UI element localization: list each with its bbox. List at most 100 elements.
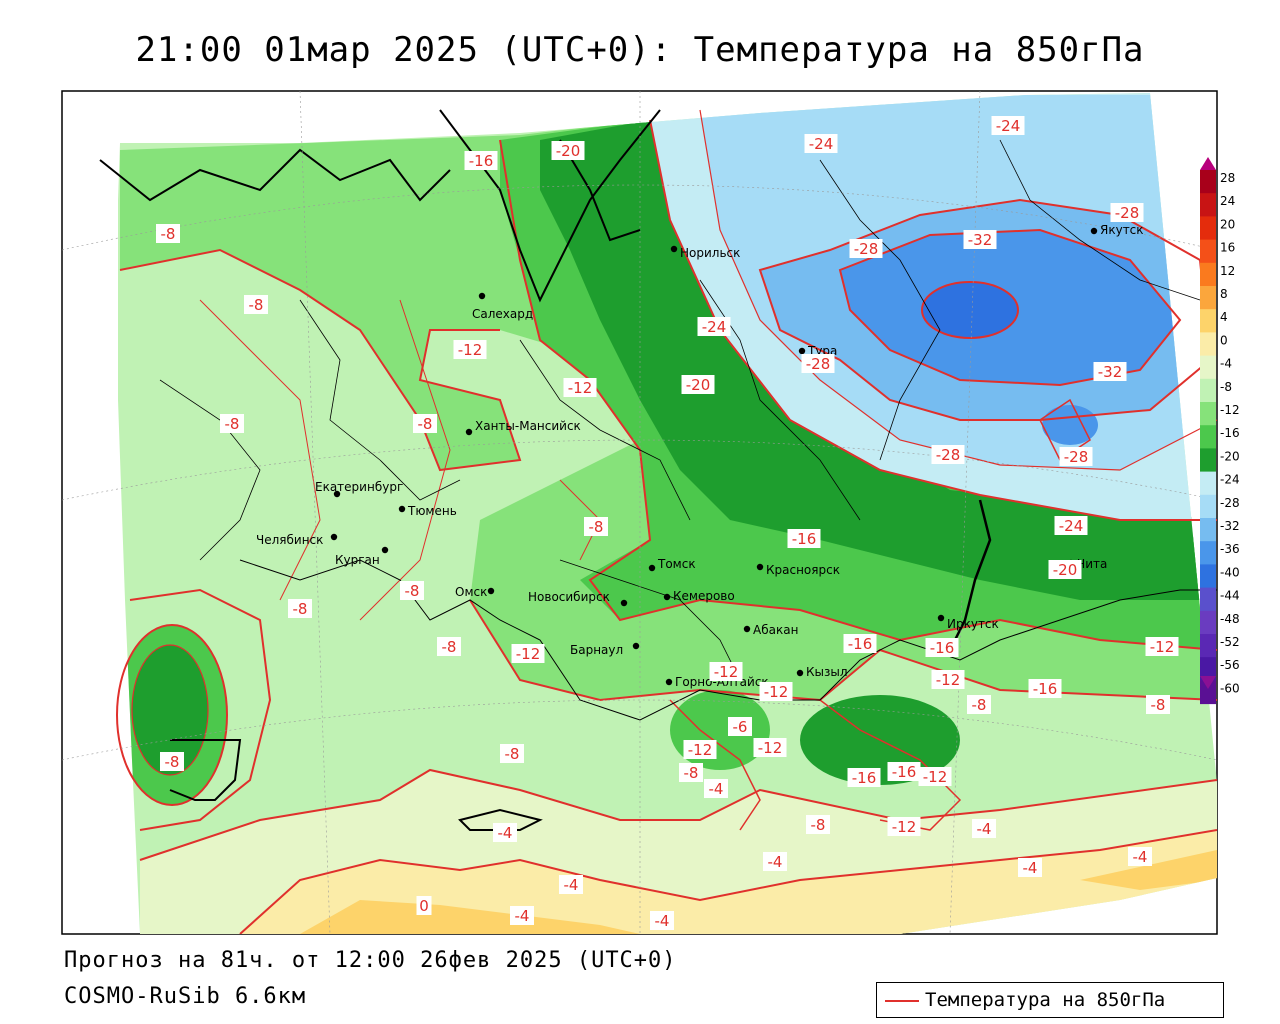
city-dot xyxy=(798,347,806,355)
isoline-label-bg xyxy=(681,375,715,394)
isoline-label: -32 xyxy=(1093,362,1127,381)
isoline-label-bg xyxy=(511,644,545,663)
isoline-value: -28 xyxy=(1064,448,1089,466)
isoline-label: -8 xyxy=(437,637,461,656)
isoline-label: -16 xyxy=(464,151,498,170)
colorbar-swatch xyxy=(1200,587,1216,612)
isoline-value: -20 xyxy=(686,376,711,394)
isoline-value: -12 xyxy=(1150,638,1175,656)
city-label: Красноярск xyxy=(766,563,840,577)
colorbar-top-arrow xyxy=(1200,157,1216,170)
fill-zero xyxy=(240,830,1217,934)
isoline-value: -28 xyxy=(854,240,879,258)
isoline-label-bg xyxy=(918,767,952,786)
city-marker: Абакан xyxy=(743,623,798,637)
isoline-value: -12 xyxy=(714,663,739,681)
isoline-label-bg xyxy=(584,517,608,536)
isoline-value: -12 xyxy=(688,741,713,759)
isoline-value: -8 xyxy=(972,696,987,714)
colorbar-tick-label: -16 xyxy=(1220,426,1240,440)
isoline-label-bg xyxy=(843,634,877,653)
colorbar-swatch xyxy=(1200,518,1216,542)
isoline-label: -4 xyxy=(650,911,674,930)
isoline-label-bg xyxy=(500,744,524,763)
city-label: Горно-Алтайск xyxy=(675,675,769,689)
isoline-label: -4 xyxy=(972,819,996,838)
city-dot xyxy=(796,669,804,677)
isoline-value: -28 xyxy=(806,355,831,373)
isoline-label: -4 xyxy=(559,875,583,894)
cities-layer: НорильскСалехардТураЯкутскХанты-Мансийск… xyxy=(256,223,1144,689)
isoline-value: -4 xyxy=(655,912,670,930)
fill-minus-40 xyxy=(922,282,1018,338)
isoline-value: -12 xyxy=(936,671,961,689)
isoline-label: -16 xyxy=(925,638,959,657)
city-dot xyxy=(465,428,473,436)
city-marker: Курган xyxy=(335,546,389,567)
city-dot xyxy=(478,292,486,300)
isoline-value: -6 xyxy=(733,718,748,736)
isoline-label-bg xyxy=(1146,695,1170,714)
isoline-value: -12 xyxy=(458,341,483,359)
isoline-label: -24 xyxy=(804,134,838,153)
isoline-label-bg xyxy=(650,911,674,930)
colorbar-tick-label: -20 xyxy=(1220,449,1240,463)
isoline-label: -8 xyxy=(288,599,312,618)
isoline-label: -8 xyxy=(400,581,424,600)
city-label: Новосибирск xyxy=(528,590,610,604)
isoline-label-bg xyxy=(1145,637,1179,656)
colorbar-tick-label: -52 xyxy=(1220,635,1240,649)
isoline-label: -12 xyxy=(753,738,787,757)
isoline-value: -8 xyxy=(293,600,308,618)
city-marker: Ханты-Мансийск xyxy=(465,419,581,436)
isoline-label: -12 xyxy=(453,340,487,359)
isoline-label-bg xyxy=(559,875,583,894)
isoline-value: -24 xyxy=(1059,517,1084,535)
colorbar-swatch xyxy=(1200,471,1216,496)
city-dot xyxy=(330,533,338,541)
isoline-label: -12 xyxy=(683,740,717,759)
isoline-label: -6 xyxy=(728,717,752,736)
city-marker: Тюмень xyxy=(398,504,457,518)
city-dot xyxy=(756,563,764,571)
isoline-value: -20 xyxy=(1053,561,1078,579)
isoline-label-bg xyxy=(697,317,731,336)
isoline-label-bg xyxy=(887,762,921,781)
isoline-label-bg xyxy=(160,752,184,771)
isoline-label: -12 xyxy=(931,670,965,689)
isoline-label: -16 xyxy=(847,768,881,787)
city-label: Челябинск xyxy=(256,533,323,547)
colorbar-bottom-arrow xyxy=(1200,676,1216,689)
isoline-label-bg xyxy=(1048,560,1082,579)
city-marker: Салехард xyxy=(472,292,533,321)
isoline-value: -4 xyxy=(709,780,724,798)
isoline-label: -16 xyxy=(843,634,877,653)
legend-label: Температура на 850гПа xyxy=(925,989,1166,1011)
city-marker: Красноярск xyxy=(756,563,840,577)
isoline-label-bg xyxy=(156,224,180,243)
fill-west-core xyxy=(132,645,208,775)
colorbar: 28 24 20 16 12 8 4 0 -4 -8 -12 -16 -20 -24 -28 -32 -36 -4… xyxy=(1200,157,1240,705)
city-dot xyxy=(632,642,640,650)
isoline-value: -12 xyxy=(764,683,789,701)
isoline-value: -24 xyxy=(809,135,834,153)
isoline-value: -28 xyxy=(1115,204,1140,222)
city-marker: Якутск xyxy=(1090,223,1144,237)
city-marker: Горно-Алтайск xyxy=(665,675,769,689)
isoline-label: -12 xyxy=(887,817,921,836)
isoline-label: -12 xyxy=(1145,637,1179,656)
isoline-label: -24 xyxy=(991,116,1025,135)
isoline-value: -24 xyxy=(996,117,1021,135)
fill-plus-4 xyxy=(300,900,640,934)
isoline-label: -4 xyxy=(510,906,534,925)
isoline-label-bg xyxy=(437,637,461,656)
city-label: Салехард xyxy=(472,307,533,321)
colorbar-swatch xyxy=(1200,657,1216,681)
colorbar-tick-label: -4 xyxy=(1220,357,1232,371)
colorbar-tick-label: -60 xyxy=(1220,681,1240,695)
city-label: Норильск xyxy=(680,246,740,260)
city-label: Екатеринбург xyxy=(315,480,403,494)
isoline-value: -8 xyxy=(161,225,176,243)
isoline-value: -16 xyxy=(792,530,817,548)
city-dot xyxy=(648,564,656,572)
